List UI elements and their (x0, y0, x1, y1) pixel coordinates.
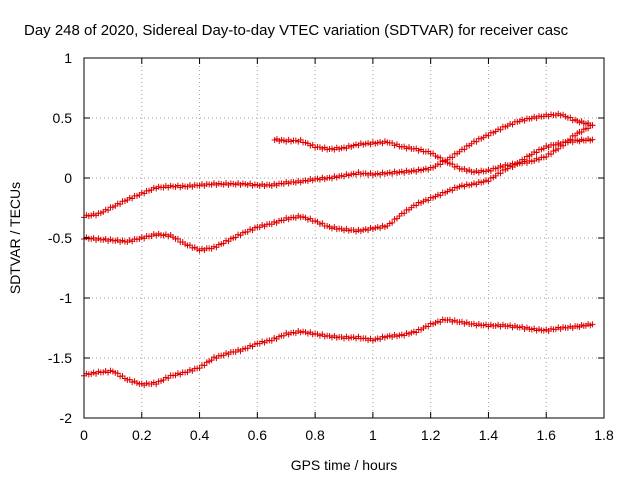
data-point (548, 151, 555, 158)
data-point (201, 362, 208, 369)
x-tick-label: 0.2 (132, 427, 152, 443)
x-tick-label: 1.4 (479, 427, 499, 443)
x-tick-label: 1.2 (421, 427, 441, 443)
grid (84, 58, 604, 418)
x-tick-label: 1.8 (594, 427, 614, 443)
data-point (567, 136, 574, 143)
y-tick-label: 0 (64, 170, 72, 186)
series-series-2 (81, 135, 596, 254)
x-axis-label: GPS time / hours (291, 457, 398, 473)
data-point (437, 161, 444, 168)
axis-ticks: 0 0.2 0.4 0.6 0.8 1 1.2 1.4 1.6 1.8 -2 -1.5 -1 -0.5 0 0… (48, 50, 614, 443)
data-point (114, 370, 121, 377)
series-series-4 (81, 316, 596, 389)
data-point (589, 136, 596, 143)
y-tick-label: -2 (60, 410, 73, 426)
y-tick-label: -1 (60, 290, 73, 306)
data-point (425, 323, 432, 330)
data-point (497, 170, 504, 177)
x-tick-label: 1 (369, 427, 377, 443)
x-tick-label: 0.4 (190, 427, 210, 443)
data-point (485, 178, 492, 185)
data-point (401, 210, 408, 217)
y-tick-label: 0.5 (53, 110, 73, 126)
y-tick-label: 1 (64, 50, 72, 66)
data-point (589, 122, 596, 129)
series-series-1 (81, 110, 596, 221)
data-series (81, 110, 596, 389)
data-point (389, 219, 396, 226)
x-tick-label: 0.6 (248, 427, 268, 443)
x-tick-label: 0 (80, 427, 88, 443)
data-point (413, 329, 420, 336)
chart-title: Day 248 of 2020, Sidereal Day-to-day VTE… (24, 22, 569, 39)
data-point (208, 357, 215, 364)
x-tick-label: 0.8 (305, 427, 325, 443)
data-point (196, 365, 203, 372)
data-point (560, 142, 567, 149)
data-point (449, 154, 456, 161)
y-axis-label: SDTVAR / TECUs (7, 182, 23, 294)
y-tick-label: -0.5 (48, 230, 72, 246)
data-point (437, 154, 444, 161)
data-point (589, 321, 596, 328)
data-point (461, 146, 468, 153)
data-point (174, 235, 181, 242)
series-series-3 (271, 122, 596, 176)
y-tick-label: -1.5 (48, 350, 72, 366)
x-tick-label: 1.6 (536, 427, 556, 443)
